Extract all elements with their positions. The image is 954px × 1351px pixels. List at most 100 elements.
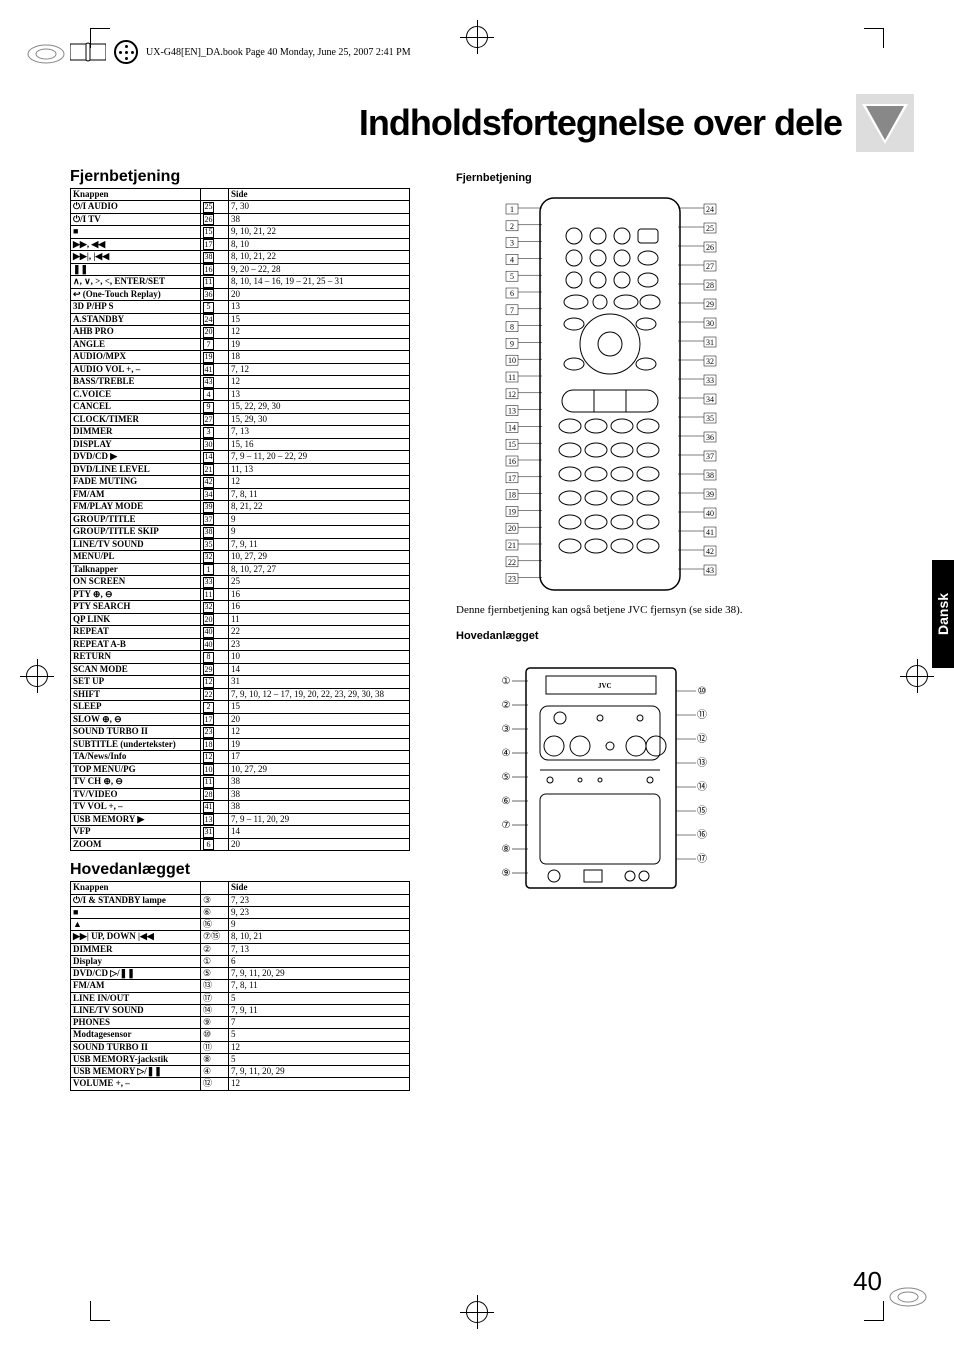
svg-text:⑮: ⑮ — [697, 805, 707, 817]
table-row: ZOOM620 — [71, 838, 410, 851]
svg-text:JVC: JVC — [598, 682, 612, 690]
crop-mark — [90, 1301, 110, 1321]
fig-title: Fjernbetjening — [456, 172, 914, 184]
svg-text:29: 29 — [706, 300, 714, 309]
table-row: ∧, ∨, >, <, ENTER/SET118, 10, 14 – 16, 1… — [71, 276, 410, 289]
table-row: ON SCREEN3325 — [71, 576, 410, 589]
svg-text:⑫: ⑫ — [697, 733, 707, 745]
th-side: Side — [229, 189, 410, 201]
main-table: KnappenSide ⏻/I & STANDBY lampe③7, 23■⑥9… — [70, 881, 410, 1090]
table-row: SET UP1231 — [71, 676, 410, 689]
svg-text:12: 12 — [508, 390, 516, 399]
svg-text:34: 34 — [706, 395, 714, 404]
table-row: VFP3114 — [71, 826, 410, 839]
th-knappen: Knappen — [71, 189, 201, 201]
book-icon — [70, 42, 106, 62]
svg-text:9: 9 — [510, 339, 514, 348]
svg-text:28: 28 — [706, 281, 714, 290]
table-row: C.VOICE413 — [71, 388, 410, 401]
svg-text:④: ④ — [502, 748, 511, 759]
svg-text:16: 16 — [508, 457, 516, 466]
table-row: USB MEMORY ▶137, 9 – 11, 20, 29 — [71, 813, 410, 826]
reg-icon — [114, 40, 138, 64]
svg-text:31: 31 — [706, 338, 714, 347]
svg-text:24: 24 — [706, 205, 714, 214]
page-number: 40 — [853, 1266, 882, 1297]
svg-text:②: ② — [502, 700, 511, 711]
svg-text:25: 25 — [706, 224, 714, 233]
table-row: A.STANDBY2415 — [71, 313, 410, 326]
table-row: LINE/TV SOUND357, 9, 11 — [71, 538, 410, 551]
svg-text:1: 1 — [510, 205, 514, 214]
svg-text:⑰: ⑰ — [697, 853, 707, 865]
svg-text:38: 38 — [706, 471, 714, 480]
remote-figure: 1234567891011121314151617181920212223 24… — [470, 194, 750, 598]
corner-mark — [886, 1279, 930, 1315]
svg-text:11: 11 — [508, 373, 516, 382]
remote-table: KnappenSide ⏻/I AUDIO257, 30⏻/I TV2638■1… — [70, 188, 410, 851]
table-row: USB MEMORY ▷/❚❚④7, 9, 11, 20, 29 — [71, 1066, 410, 1078]
table-row: DVD/LINE LEVEL2111, 13 — [71, 463, 410, 476]
table-row: ▶▶| UP, DOWN |◀◀⑦⑮8, 10, 21 — [71, 931, 410, 943]
svg-text:40: 40 — [706, 509, 714, 518]
table-row: REPEAT4022 — [71, 626, 410, 639]
table-row: LINE IN/OUT⑰5 — [71, 992, 410, 1004]
table-row: TA/News/Info1217 — [71, 751, 410, 764]
svg-text:⑨: ⑨ — [502, 868, 511, 879]
fig-title: Hovedanlægget — [456, 630, 914, 642]
table-row: SOUND TURBO II2312 — [71, 726, 410, 739]
table-row: DIMMER37, 13 — [71, 426, 410, 439]
svg-text:10: 10 — [508, 356, 516, 365]
table-row: DVD/CD ▶147, 9 – 11, 20 – 22, 29 — [71, 451, 410, 464]
svg-text:⑦: ⑦ — [502, 820, 511, 831]
table-row: ▶▶, ◀◀178, 10 — [71, 238, 410, 251]
table-row: TV CH ⊕, ⊖1138 — [71, 776, 410, 789]
table-row: FADE MUTING4212 — [71, 476, 410, 489]
svg-text:7: 7 — [510, 306, 514, 315]
table-row: ⏻/I TV2638 — [71, 213, 410, 226]
table-row: ANGLE719 — [71, 338, 410, 351]
section-title: Fjernbetjening — [70, 168, 410, 186]
svg-text:33: 33 — [706, 376, 714, 385]
table-row: ■159, 10, 21, 22 — [71, 226, 410, 239]
svg-text:3: 3 — [510, 239, 514, 248]
page-title: Indholdsfortegnelse over dele — [359, 102, 842, 144]
svg-text:14: 14 — [508, 423, 516, 432]
svg-text:30: 30 — [706, 319, 714, 328]
table-row: BASS/TREBLE4312 — [71, 376, 410, 389]
table-row: VOLUME +, –⑫12 — [71, 1078, 410, 1090]
svg-text:4: 4 — [510, 255, 514, 264]
table-row: TV VOL +, –4138 — [71, 801, 410, 814]
svg-text:39: 39 — [706, 490, 714, 499]
table-row: GROUP/TITLE SKIP389 — [71, 526, 410, 539]
table-row: PTY SEARCH3216 — [71, 601, 410, 614]
table-row: 3D P/HP S513 — [71, 301, 410, 314]
svg-text:20: 20 — [508, 524, 516, 533]
svg-text:21: 21 — [508, 541, 516, 550]
table-row: REPEAT A-B4023 — [71, 638, 410, 651]
table-row: CANCEL915, 22, 29, 30 — [71, 401, 410, 414]
svg-text:⑤: ⑤ — [502, 772, 511, 783]
arrow-icon — [856, 94, 914, 152]
svg-text:⑥: ⑥ — [502, 796, 511, 807]
svg-text:⑬: ⑬ — [697, 757, 707, 769]
svg-text:⑯: ⑯ — [697, 829, 707, 841]
svg-text:43: 43 — [706, 566, 714, 575]
th-side: Side — [229, 882, 410, 894]
table-row: ▲⑯9 — [71, 919, 410, 931]
svg-text:42: 42 — [706, 547, 714, 556]
table-row: SLOW ⊕, ⊖1720 — [71, 713, 410, 726]
table-row: CLOCK/TIMER2715, 29, 30 — [71, 413, 410, 426]
svg-text:13: 13 — [508, 407, 516, 416]
svg-text:③: ③ — [502, 724, 511, 735]
svg-text:23: 23 — [508, 575, 516, 584]
svg-text:41: 41 — [706, 528, 714, 537]
svg-text:6: 6 — [510, 289, 514, 298]
svg-text:5: 5 — [510, 272, 514, 281]
table-row: ▶▶|, |◀◀388, 10, 21, 22 — [71, 251, 410, 264]
table-row: SOUND TURBO II⑪12 — [71, 1041, 410, 1053]
th-knappen: Knappen — [71, 882, 201, 894]
table-row: ■⑥9, 23 — [71, 906, 410, 918]
svg-text:18: 18 — [508, 491, 516, 500]
table-row: FM/AM347, 8, 11 — [71, 488, 410, 501]
